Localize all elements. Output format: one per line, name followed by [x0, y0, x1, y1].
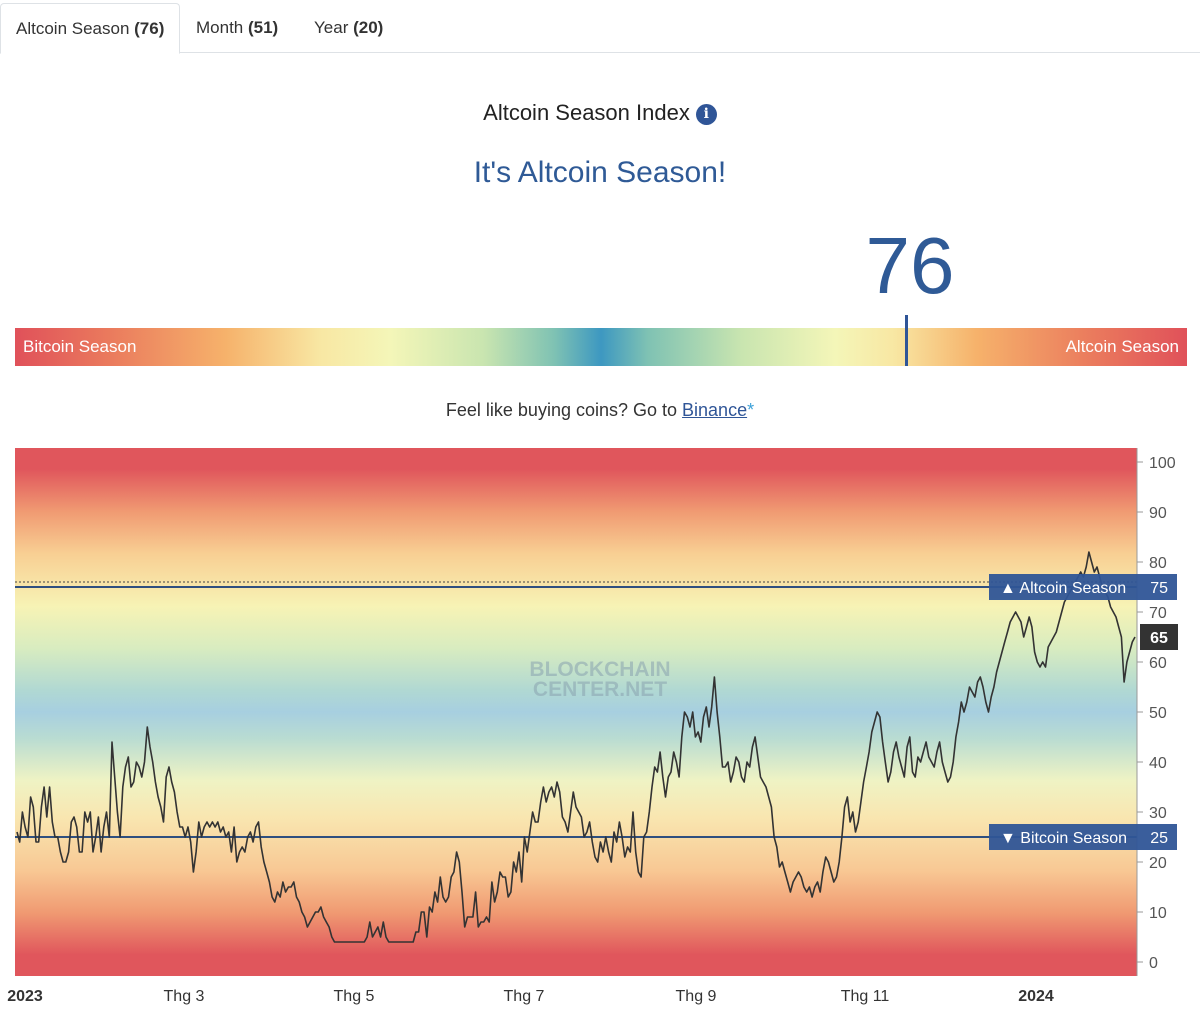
promo-text: Feel like buying coins? Go to	[445, 400, 683, 420]
y-tick-label: 60	[1149, 655, 1167, 672]
tab-count: (76)	[134, 19, 165, 38]
scale-left-label: Bitcoin Season	[23, 337, 137, 356]
season-chart: BLOCKCHAIN CENTER.NET 0 10 20 30 40 50 60 70 80 9…	[0, 448, 1200, 1021]
scale-right-label: Altcoin Season	[1065, 337, 1179, 356]
tab-label: Altcoin Season	[16, 19, 130, 38]
index-title-row: Altcoin Season Index i	[0, 100, 1200, 126]
watermark-line-2: CENTER.NET	[533, 678, 667, 701]
reference-badge-label: ▼ Bitcoin Season	[1000, 830, 1127, 847]
tab-month[interactable]: Month (51)	[196, 3, 278, 53]
season-message: It's Altcoin Season!	[473, 156, 727, 189]
y-tick-label: 30	[1149, 805, 1167, 822]
reference-badge: ▼ Bitcoin Season 25	[989, 824, 1177, 850]
chart-background	[15, 448, 1137, 976]
y-tick-label: 40	[1149, 755, 1167, 772]
x-tick-label: Thg 3	[164, 988, 205, 1005]
tab-count: (20)	[353, 18, 384, 37]
tab-bar: Altcoin Season (76) Month (51) Year (20)	[0, 0, 1200, 54]
reference-badge-value: 25	[1150, 830, 1168, 847]
current-value-badge: 65	[1140, 624, 1178, 650]
reference-badge-label: ▲ Altcoin Season	[1000, 580, 1126, 597]
watermark: BLOCKCHAIN CENTER.NET	[529, 658, 670, 701]
index-title: Altcoin Season Index	[483, 100, 690, 125]
season-scale-bar: Bitcoin Season Altcoin Season	[15, 315, 1187, 366]
y-tick-label: 80	[1149, 555, 1167, 572]
tab-label: Year	[314, 18, 349, 37]
x-tick-label: Thg 7	[504, 988, 545, 1005]
promo-star: *	[747, 400, 755, 420]
reference-badge-box	[989, 824, 1177, 850]
y-tick-label: 0	[1149, 955, 1158, 972]
x-tick-label: 2023	[7, 988, 43, 1005]
x-tick-label: Thg 5	[334, 988, 375, 1005]
current-value-box	[1140, 624, 1178, 650]
info-icon[interactable]: i	[695, 104, 717, 125]
binance-link[interactable]: Binance	[682, 400, 748, 420]
y-tick-label: 50	[1149, 705, 1167, 722]
x-tick-label: 2024	[1018, 988, 1054, 1005]
y-tick-label: 90	[1149, 505, 1167, 522]
current-value-label: 65	[1150, 630, 1168, 647]
promo-line: Feel like buying coins? Go to Binance*	[0, 400, 1200, 421]
x-tick-label: Thg 9	[676, 988, 717, 1005]
tab-year[interactable]: Year (20)	[314, 3, 383, 53]
watermark-line-1: BLOCKCHAIN	[529, 658, 670, 681]
x-tick-label: Thg 11	[841, 988, 890, 1005]
y-tick-label: 100	[1149, 455, 1176, 472]
y-tick-label: 10	[1149, 905, 1167, 922]
reference-badge-value: 75	[1150, 580, 1168, 597]
scale-marker	[904, 315, 908, 366]
reference-badge: ▲ Altcoin Season 75	[989, 574, 1177, 600]
tab-label: Month	[196, 18, 244, 37]
current-index-value: 76	[865, 221, 955, 310]
tab-count: (51)	[247, 18, 279, 37]
y-tick-label: 70	[1149, 605, 1167, 622]
reference-badge-box	[989, 574, 1177, 600]
series-line	[16, 551, 1136, 943]
season-chart-svg: BLOCKCHAIN CENTER.NET 0 10 20 30 40 50 60 70 80 9…	[7, 448, 1178, 1005]
tab-altcoin-season[interactable]: Altcoin Season (76)	[0, 3, 180, 54]
y-tick-label: 20	[1149, 855, 1167, 872]
